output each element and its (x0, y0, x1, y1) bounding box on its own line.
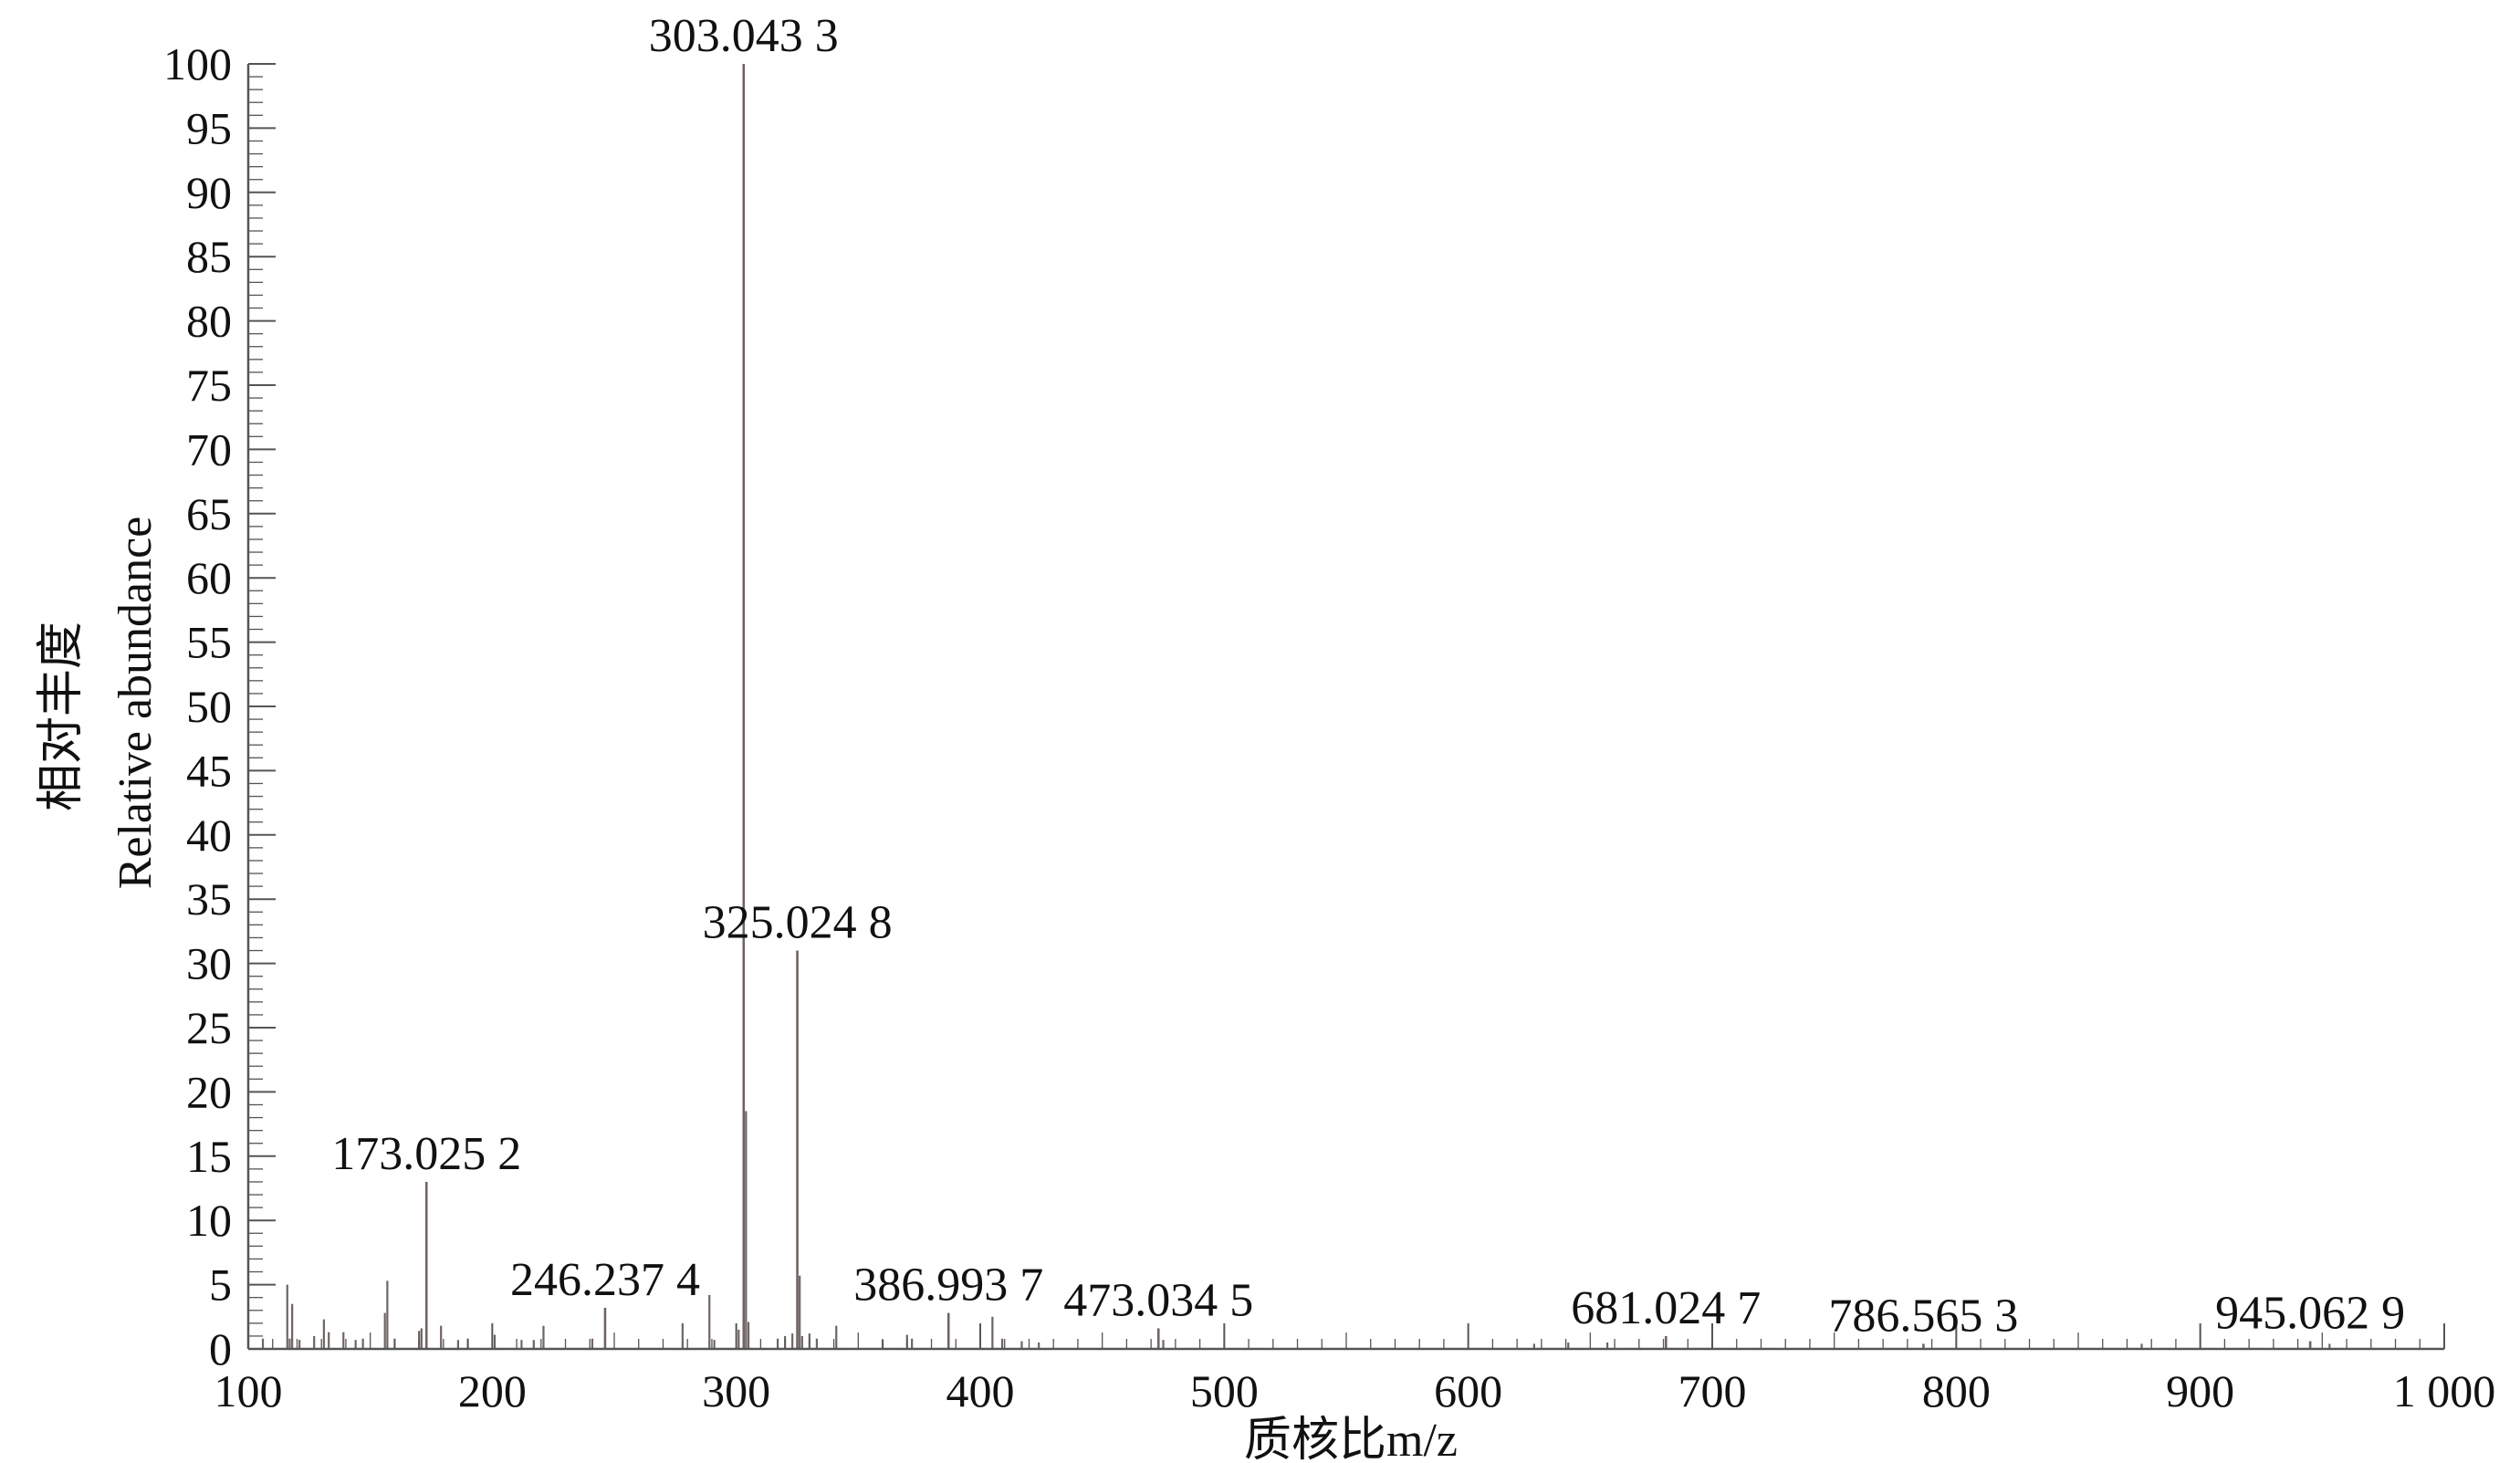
x-axis-title: 质核比m/z (1244, 1415, 1458, 1463)
y-tick-label: 30 (186, 938, 232, 989)
y-tick-label: 60 (186, 552, 232, 603)
y-tick-label: 95 (186, 102, 232, 153)
x-tick-label: 300 (702, 1365, 770, 1416)
y-tick-label: 85 (186, 231, 232, 282)
y-tick-label: 70 (186, 423, 232, 475)
peaks-layer (261, 64, 2331, 1349)
peak-label: 786.565 3 (1828, 1290, 2018, 1342)
y-tick-label: 75 (186, 360, 232, 411)
y-axis-title-zh: 相对丰度 (36, 622, 88, 811)
peak-label: 681.024 7 (1571, 1282, 1761, 1334)
y-tick-label: 100 (163, 38, 232, 89)
y-tick-label: 50 (186, 681, 232, 732)
x-tick-label: 200 (458, 1365, 527, 1416)
peak-label: 945.062 9 (2215, 1288, 2405, 1340)
x-tick-label: 100 (214, 1365, 283, 1416)
y-tick-label: 90 (186, 167, 232, 218)
y-tick-label: 20 (186, 1066, 232, 1117)
y-tick-label: 5 (209, 1259, 232, 1311)
peak-label: 246.237 4 (510, 1254, 700, 1306)
x-ticks-layer: 100 200 300 400 500 600 700 800 900 1 000 (214, 1323, 2496, 1416)
y-tick-label: 45 (186, 745, 232, 796)
y-tick-label: 80 (186, 296, 232, 347)
peak-labels-layer: 173.025 2 246.237 4 303.043 3 325.024 8 386.… (331, 10, 2405, 1342)
y-tick-label: 10 (186, 1195, 232, 1246)
y-tick-label: 15 (186, 1131, 232, 1182)
y-tick-label: 35 (186, 873, 232, 925)
peak-label: 473.034 5 (1063, 1274, 1253, 1326)
y-tick-label: 65 (186, 488, 232, 539)
peak-label: 303.043 3 (649, 10, 839, 62)
y-ticks-layer: 0 5 10 15 20 25 30 35 40 45 50 55 60 65 70 75 80 85 90 95 10… (163, 38, 276, 1374)
y-tick-label: 40 (186, 810, 232, 861)
peak-label: 386.993 7 (853, 1259, 1043, 1311)
x-tick-label: 800 (1922, 1365, 1991, 1416)
x-tick-label: 1 000 (2393, 1365, 2496, 1416)
y-tick-label: 55 (186, 617, 232, 668)
y-tick-label: 25 (186, 1002, 232, 1053)
x-tick-label: 600 (1434, 1365, 1502, 1416)
x-tick-label: 900 (2166, 1365, 2234, 1416)
y-axis-title: Relative abundance (110, 517, 162, 890)
peak-label: 173.025 2 (331, 1128, 521, 1180)
x-tick-label: 500 (1190, 1365, 1259, 1416)
axes-layer (246, 64, 2444, 1351)
y-tick-label: 0 (209, 1323, 232, 1374)
x-tick-label: 700 (1678, 1365, 1747, 1416)
x-tick-label: 400 (946, 1365, 1015, 1416)
peak-label: 325.024 8 (703, 897, 893, 949)
